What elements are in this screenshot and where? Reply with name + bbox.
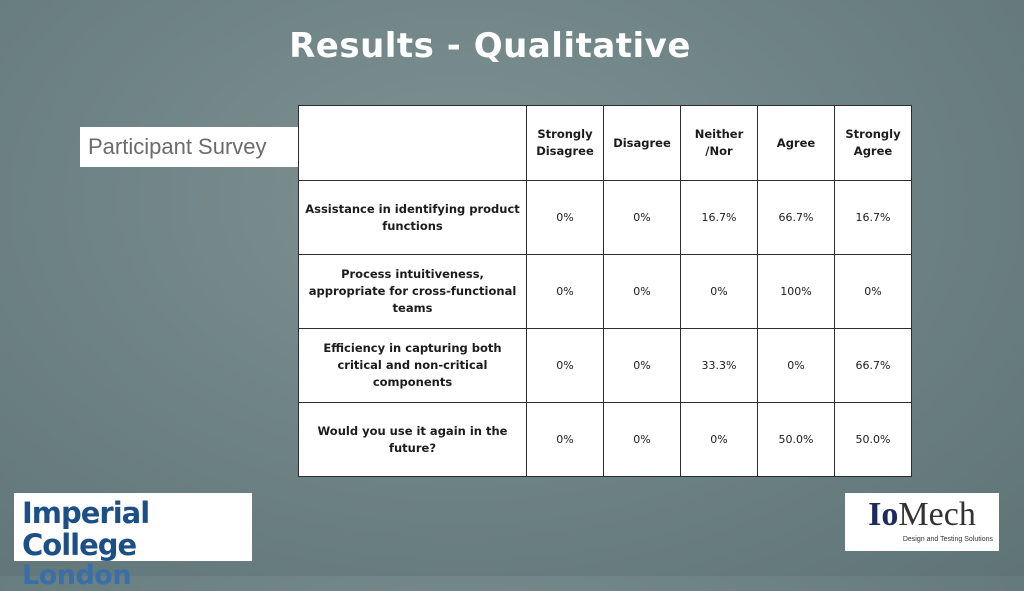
iomech-brand-mech: Mech xyxy=(898,496,976,533)
header-strongly-agree: Strongly Agree xyxy=(834,105,912,181)
value-cell: 33.3% xyxy=(680,328,758,403)
iomech-tagline: Design and Testing Solutions xyxy=(902,536,993,543)
value-cell: 50.0% xyxy=(757,402,835,477)
question-cell: Would you use it again in the future? xyxy=(298,402,527,477)
value-cell: 0% xyxy=(526,254,604,329)
question-cell: Process intuitiveness, appropriate for c… xyxy=(298,254,527,329)
header-row: Strongly Disagree Disagree Neither /Nor … xyxy=(298,105,912,181)
question-cell: Assistance in identifying product functi… xyxy=(298,180,527,255)
table-row: Assistance in identifying product functi… xyxy=(298,180,912,255)
value-cell: 100% xyxy=(757,254,835,329)
header-disagree: Disagree xyxy=(603,105,681,181)
iomech-brand: IoMech xyxy=(851,495,993,535)
value-cell: 0% xyxy=(603,328,681,403)
header-neither-nor: Neither /Nor xyxy=(680,105,758,181)
slide-title: Results - Qualitative xyxy=(289,26,691,66)
iomech-brand-io: Io xyxy=(868,496,899,533)
value-cell: 16.7% xyxy=(680,180,758,255)
question-cell: Efficiency in capturing both critical an… xyxy=(298,328,527,403)
results-table: Strongly Disagree Disagree Neither /Nor … xyxy=(298,105,912,477)
table-row: Process intuitiveness, appropriate for c… xyxy=(298,254,912,329)
table-row: Would you use it again in the future? 0%… xyxy=(298,402,912,477)
value-cell: 0% xyxy=(757,328,835,403)
value-cell: 0% xyxy=(526,328,604,403)
header-strongly-disagree: Strongly Disagree xyxy=(526,105,604,181)
participant-survey-label: Participant Survey xyxy=(80,127,300,167)
table-row: Efficiency in capturing both critical an… xyxy=(298,328,912,403)
value-cell: 0% xyxy=(680,402,758,477)
value-cell: 50.0% xyxy=(834,402,912,477)
imperial-college-logo: Imperial College London xyxy=(14,493,252,591)
imperial-logo-line1: Imperial College xyxy=(22,496,150,562)
value-cell: 0% xyxy=(834,254,912,329)
imperial-logo-line2: London xyxy=(22,560,132,591)
header-empty-cell xyxy=(298,105,527,181)
value-cell: 66.7% xyxy=(834,328,912,403)
iomech-logo: IoMech Design and Testing Solutions xyxy=(845,493,999,551)
value-cell: 0% xyxy=(603,254,681,329)
value-cell: 0% xyxy=(603,180,681,255)
header-agree: Agree xyxy=(757,105,835,181)
value-cell: 66.7% xyxy=(757,180,835,255)
value-cell: 16.7% xyxy=(834,180,912,255)
value-cell: 0% xyxy=(680,254,758,329)
value-cell: 0% xyxy=(603,402,681,477)
value-cell: 0% xyxy=(526,402,604,477)
value-cell: 0% xyxy=(526,180,604,255)
